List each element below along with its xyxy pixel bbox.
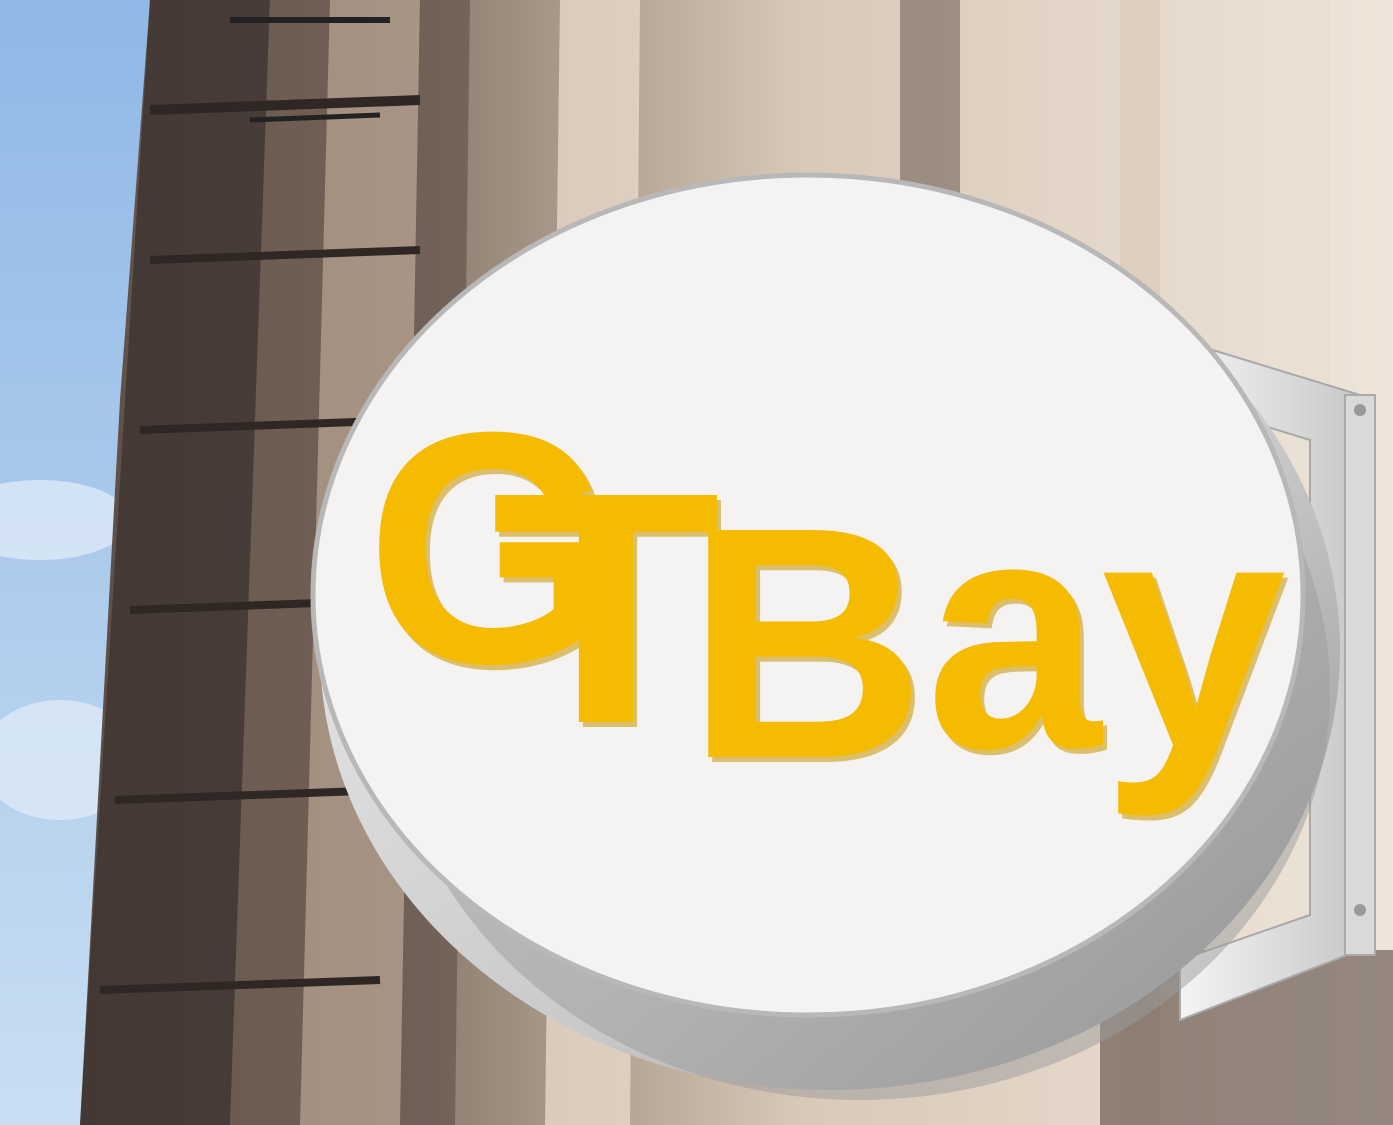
cloud	[0, 480, 130, 560]
sign-face	[310, 172, 1306, 1018]
logo-shadow: G T B a y	[370, 368, 1292, 832]
svg-text:B: B	[686, 458, 926, 827]
svg-text:G: G	[370, 368, 620, 737]
svg-text:y: y	[1101, 448, 1288, 819]
gtbay-logo: G T B a y G T B a y	[366, 363, 1292, 832]
svg-text:T: T	[491, 423, 721, 792]
svg-text:G: G	[366, 363, 616, 732]
svg-text:T: T	[495, 428, 725, 797]
svg-text:y: y	[1105, 453, 1292, 824]
logo-letters: G T B a y	[366, 363, 1288, 827]
sign-bracket	[1179, 338, 1376, 1022]
svg-text:B: B	[690, 463, 930, 832]
svg-text:a: a	[930, 453, 1107, 822]
svg-text:a: a	[926, 448, 1103, 817]
